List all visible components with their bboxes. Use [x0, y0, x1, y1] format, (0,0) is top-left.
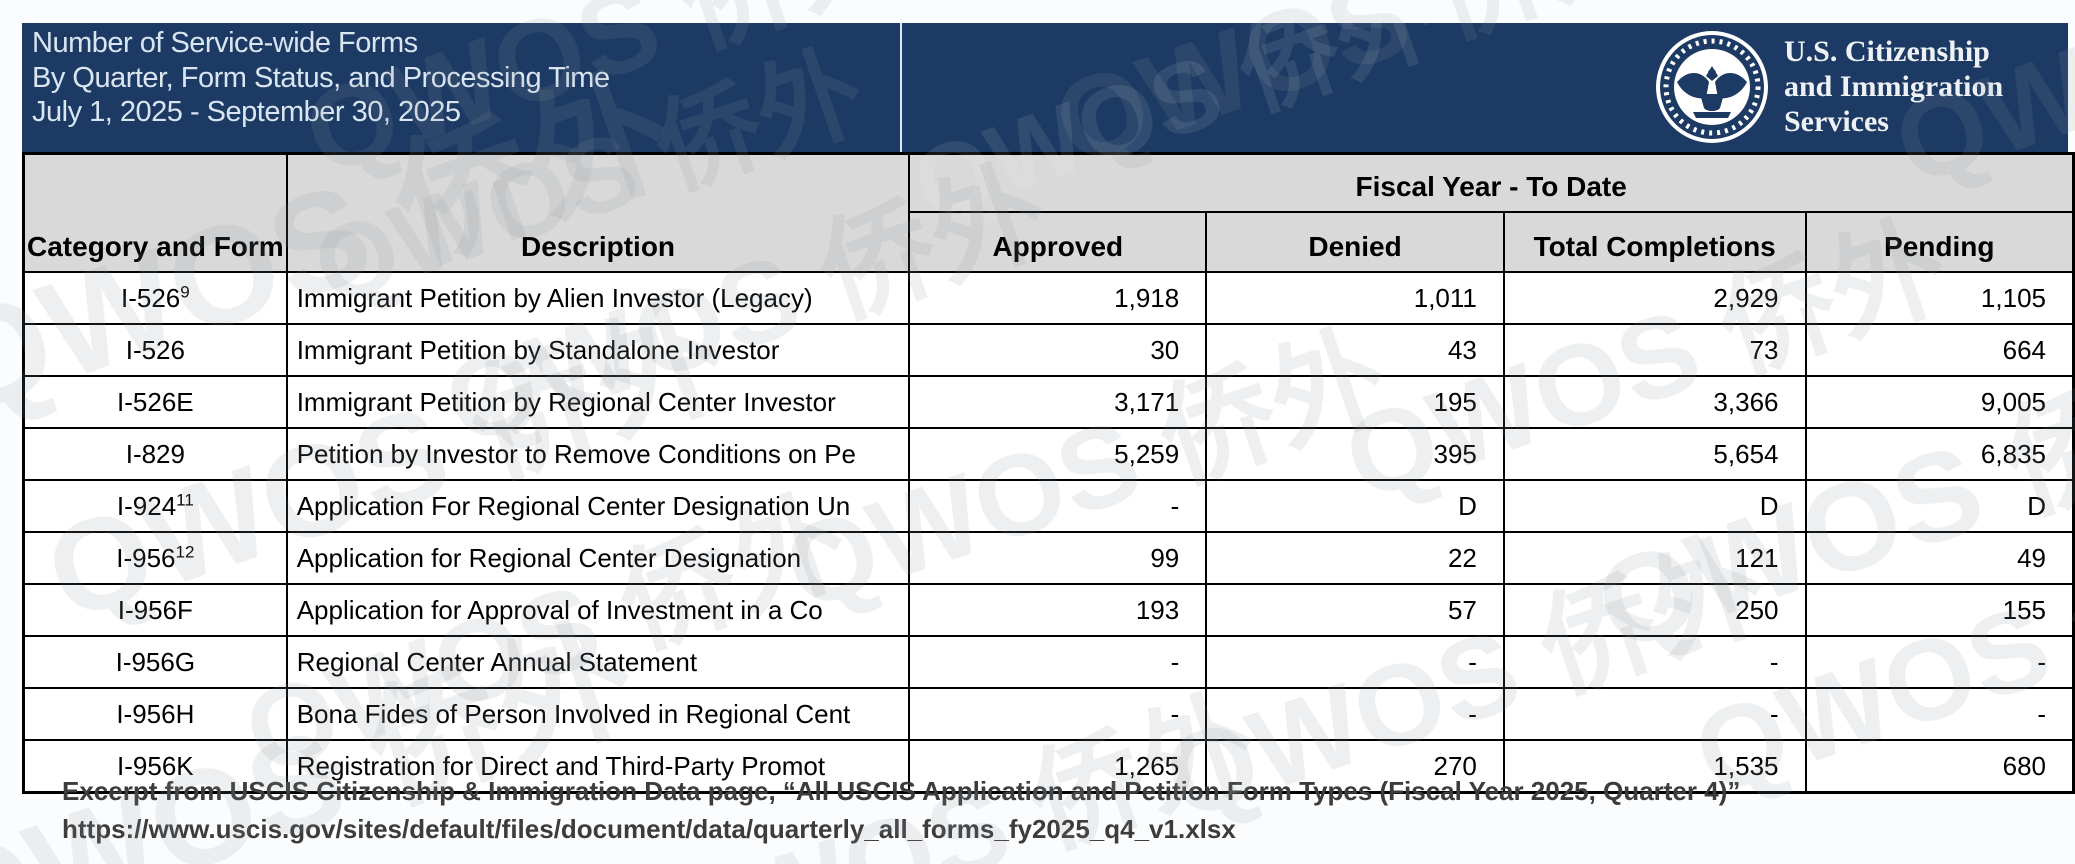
report-title-line-2: By Quarter, Form Status, and Processing …	[32, 61, 610, 94]
report-title-band: Number of Service-wide Forms By Quarter,…	[22, 23, 2068, 152]
form-description-cell: Immigrant Petition by Standalone Investo…	[285, 323, 911, 377]
agency-name-line-2: and Immigration	[1784, 70, 2004, 103]
denied-cell: 395	[1205, 427, 1505, 481]
form-code-cell: I-956H	[22, 687, 288, 741]
table-row: I-526 Immigrant Petition by Standalone In…	[22, 323, 2075, 377]
form-code-cell: I-526E	[22, 375, 288, 429]
denied-cell: -	[1205, 635, 1505, 689]
approved-cell: 30	[908, 323, 1208, 377]
column-header-approved: Approved	[908, 211, 1208, 273]
pending-cell: 680	[1804, 739, 2075, 794]
forms-data-table: Category and Form Description Fiscal Yea…	[22, 152, 2075, 794]
pending-cell: -	[1804, 687, 2075, 741]
pending-cell: 9,005	[1804, 375, 2075, 429]
denied-cell: 1,011	[1205, 271, 1505, 325]
table-row: I-956H Bona Fides of Person Involved in R…	[22, 687, 2075, 741]
pending-cell: 155	[1804, 583, 2075, 637]
denied-cell: -	[1205, 687, 1505, 741]
form-code-cell: I-956K	[22, 739, 288, 794]
total-completions-cell: D	[1502, 479, 1807, 533]
total-completions-cell: -	[1502, 635, 1807, 689]
pending-cell: 664	[1804, 323, 2075, 377]
form-description-cell: Application for Regional Center Designat…	[285, 531, 911, 585]
report-title-line-3: July 1, 2025 - September 30, 2025	[32, 96, 461, 128]
agency-name: U.S. Citizenship and Immigration Service…	[1784, 34, 2003, 139]
agency-name-line-3: Services	[1784, 105, 1889, 138]
pending-cell: D	[1804, 479, 2075, 533]
form-description-cell: Application for Approval of Investment i…	[285, 583, 911, 637]
source-citation: Excerpt from USCIS Citizenship & Immigra…	[62, 772, 1740, 848]
form-code-cell: I-829	[22, 427, 288, 481]
column-header-row: Approved Denied Total Completions Pendin…	[24, 211, 2075, 273]
denied-cell: 22	[1205, 531, 1505, 585]
table-row: I-5269 Immigrant Petition by Alien Invest…	[22, 271, 2075, 325]
denied-cell: 270	[1205, 739, 1505, 794]
form-description-cell: Immigrant Petition by Regional Center In…	[285, 375, 911, 429]
total-completions-cell: 2,929	[1502, 271, 1807, 325]
table-row: I-526E Immigrant Petition by Regional Cen…	[22, 375, 2075, 429]
citation-text: Excerpt from USCIS Citizenship & Immigra…	[62, 776, 1741, 806]
table-body: I-5269 Immigrant Petition by Alien Invest…	[22, 271, 2075, 794]
agency-name-line-1: U.S. Citizenship	[1784, 35, 1990, 68]
approved-cell: -	[908, 635, 1208, 689]
title-band-divider	[900, 23, 902, 152]
group-header-row: Category and Form Description Fiscal Yea…	[22, 152, 2075, 273]
form-code-cell: I-526	[22, 323, 288, 377]
form-code-cell: I-95612	[22, 531, 288, 585]
column-header-pending: Pending	[1804, 211, 2075, 273]
form-code-cell: I-5269	[22, 271, 288, 325]
form-description-cell: Bona Fides of Person Involved in Regiona…	[285, 687, 911, 741]
approved-cell: -	[908, 687, 1208, 741]
report-title-block: Number of Service-wide Forms By Quarter,…	[32, 26, 610, 130]
form-code-cell: I-956F	[22, 583, 288, 637]
form-code-cell: I-92411	[22, 479, 288, 533]
form-description-cell: Petition by Investor to Remove Condition…	[285, 427, 911, 481]
total-completions-cell: 250	[1502, 583, 1807, 637]
approved-cell: 1,918	[908, 271, 1208, 325]
column-header-description: Description	[285, 152, 911, 273]
total-completions-cell: 73	[1502, 323, 1807, 377]
form-description-cell: Regional Center Annual Statement	[285, 635, 911, 689]
table-row: I-92411 Application For Regional Center D…	[22, 479, 2075, 533]
form-code-cell: I-956G	[22, 635, 288, 689]
form-description-cell: Application For Regional Center Designat…	[285, 479, 911, 533]
total-completions-cell: 3,366	[1502, 375, 1807, 429]
denied-cell: 43	[1205, 323, 1505, 377]
total-completions-cell: 1,535	[1502, 739, 1807, 794]
approved-cell: -	[908, 479, 1208, 533]
approved-cell: 5,259	[908, 427, 1208, 481]
table-row: I-95612 Application for Regional Center D…	[22, 531, 2075, 585]
denied-cell: D	[1205, 479, 1505, 533]
approved-cell: 3,171	[908, 375, 1208, 429]
column-header-denied: Denied	[1205, 211, 1505, 273]
total-completions-cell: -	[1502, 687, 1807, 741]
group-header-fiscal-year: Fiscal Year - To Date	[908, 152, 2075, 213]
pending-cell: 49	[1804, 531, 2075, 585]
total-completions-cell: 5,654	[1502, 427, 1807, 481]
citation-url: https://www.uscis.gov/sites/default/file…	[62, 814, 1236, 844]
pending-cell: 1,105	[1804, 271, 2075, 325]
denied-cell: 57	[1205, 583, 1505, 637]
pending-cell: 6,835	[1804, 427, 2075, 481]
column-header-category-form: Category and Form	[22, 152, 288, 273]
report-title-line-1: Number of Service-wide Forms	[32, 27, 418, 59]
pending-cell: -	[1804, 635, 2075, 689]
form-description-cell: Immigrant Petition by Alien Investor (Le…	[285, 271, 911, 325]
table-row: I-956K Registration for Direct and Third-…	[22, 739, 2075, 794]
approved-cell: 193	[908, 583, 1208, 637]
denied-cell: 195	[1205, 375, 1505, 429]
approved-cell: 99	[908, 531, 1208, 585]
total-completions-cell: 121	[1502, 531, 1807, 585]
column-header-total-completions: Total Completions	[1502, 211, 1807, 273]
approved-cell: 1,265	[908, 739, 1208, 794]
table-row: I-829 Petition by Investor to Remove Cond…	[22, 427, 2075, 481]
table-row: I-956G Regional Center Annual Statement - -…	[22, 635, 2075, 689]
dhs-seal-icon	[1656, 31, 1768, 143]
form-description-cell: Registration for Direct and Third-Party …	[285, 739, 911, 794]
table-row: I-956F Application for Approval of Invest…	[22, 583, 2075, 637]
